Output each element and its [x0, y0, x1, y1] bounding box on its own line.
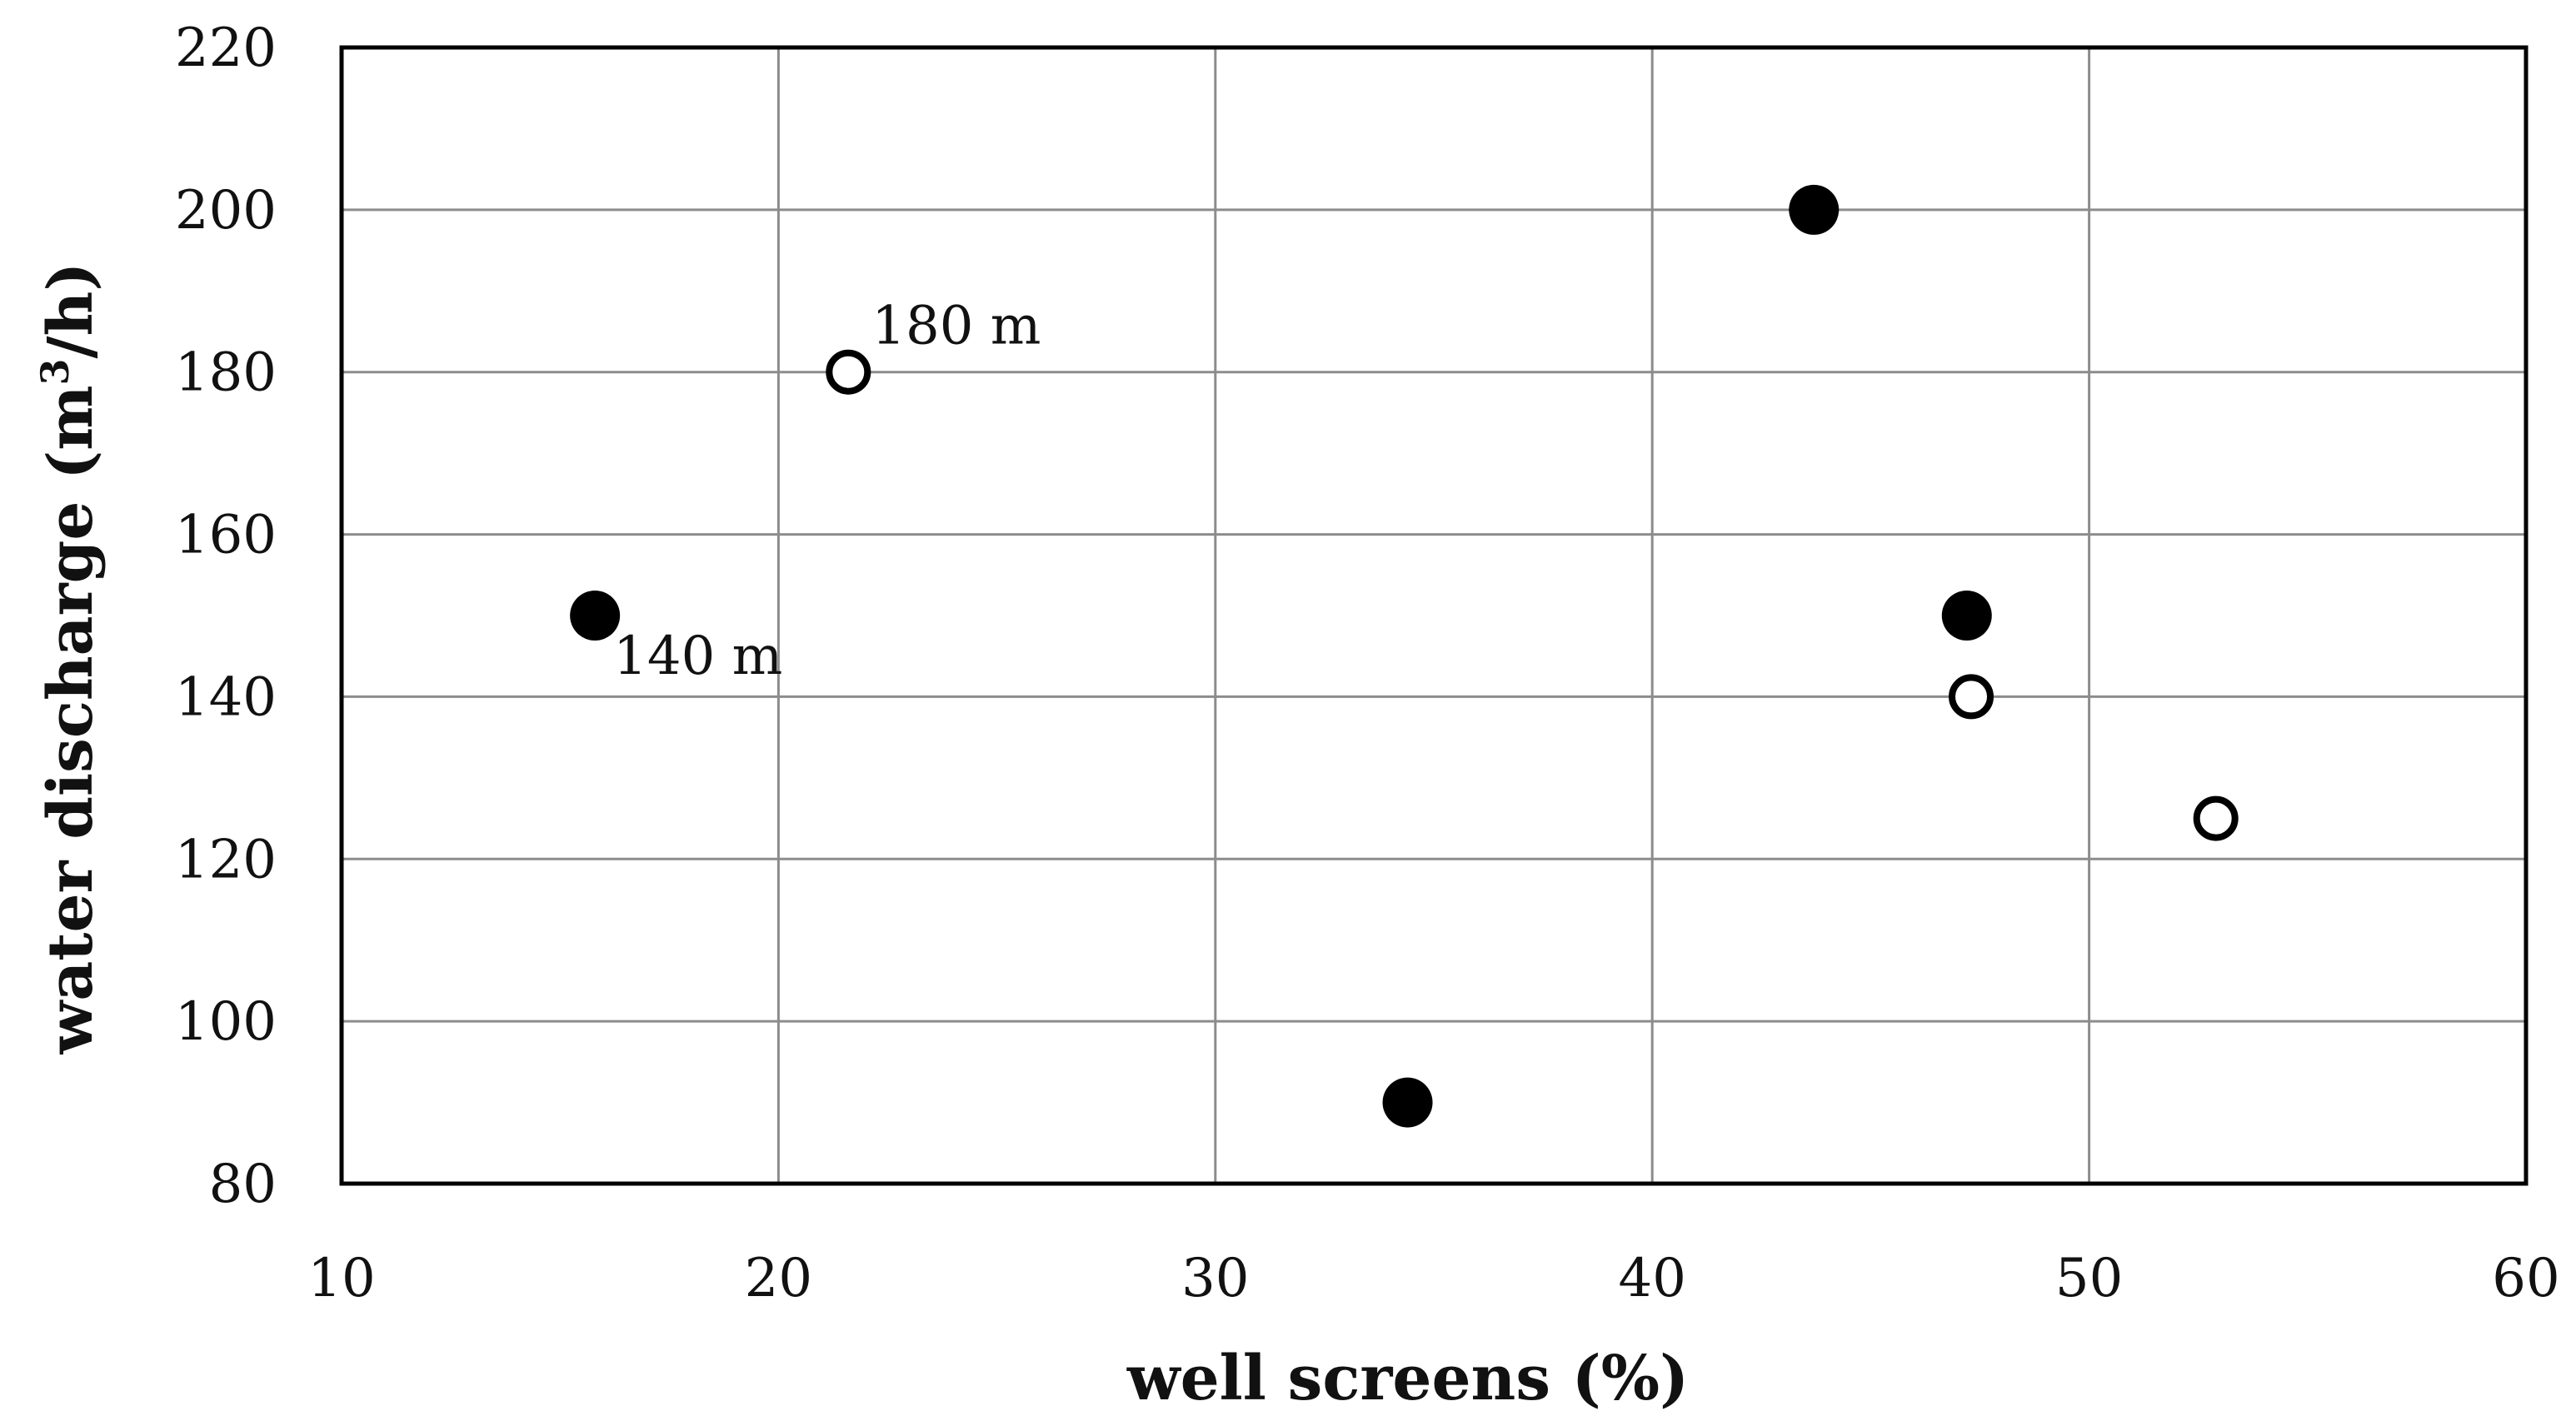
x-tick-label: 10	[307, 1248, 375, 1309]
y-tick-label: 220	[175, 17, 277, 79]
data-points	[570, 184, 2239, 1128]
open-data-point	[826, 349, 871, 395]
y-axis-title-suffix: /h)	[35, 262, 107, 359]
y-tick-label: 80	[209, 1154, 277, 1215]
y-tick-label: 200	[175, 180, 277, 242]
x-tick-label: 60	[2492, 1248, 2559, 1309]
x-tick-label: 30	[1181, 1248, 1249, 1309]
filled-data-point	[570, 591, 621, 641]
filled-data-point	[1941, 591, 1992, 641]
point-annotation: 140 m	[613, 626, 782, 687]
y-tick-label: 120	[175, 829, 277, 890]
x-axis-title: well screens (%)	[1126, 1343, 1689, 1414]
x-tick-label: 50	[2055, 1248, 2123, 1309]
y-tick-label: 140	[175, 666, 277, 728]
y-tick-label: 160	[175, 505, 277, 566]
point-annotation: 180 m	[871, 296, 1041, 357]
plot-area-frame	[339, 45, 2529, 1186]
annotations: 140 m 180 m	[613, 296, 1041, 687]
x-tick-label: 40	[1618, 1248, 1685, 1309]
open-data-point	[1949, 674, 1994, 720]
filled-data-point	[1382, 1077, 1433, 1128]
filled-data-point	[1789, 184, 1840, 235]
y-axis-title-superscript: 3	[32, 358, 77, 385]
y-axis-title-prefix: water discharge (m	[35, 385, 107, 1055]
x-tick-labels: 10 20 30 40 50 60	[307, 1248, 2559, 1309]
y-tick-labels: 80 100 120 140 160 180 200 220	[175, 17, 277, 1215]
y-tick-label: 100	[175, 991, 277, 1053]
x-tick-label: 20	[745, 1248, 812, 1309]
y-axis-title: water discharge (m3/h)	[32, 262, 107, 1055]
open-data-point	[2193, 795, 2239, 841]
y-tick-label: 180	[175, 342, 277, 404]
